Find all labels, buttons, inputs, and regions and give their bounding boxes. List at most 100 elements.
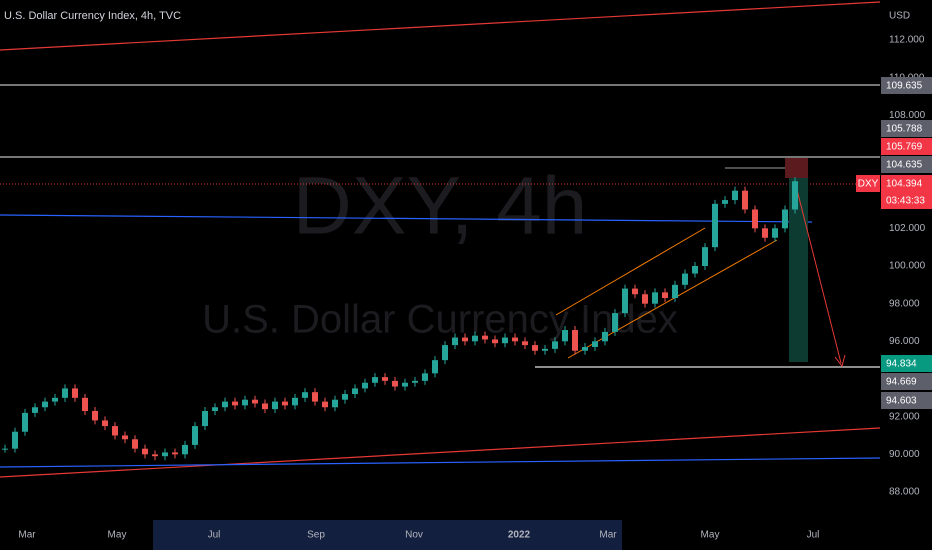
time-tick-label: Jul [807,530,820,541]
candle-body [732,190,738,201]
candle-body [32,407,38,413]
candle-body [272,401,278,410]
price-tag [881,355,932,372]
price-tick-label: 100.000 [889,261,926,272]
price-tag [881,138,932,155]
candle-body [742,190,748,210]
candle-body [612,313,618,332]
price-tag-label: 94.603 [886,396,917,407]
price-tag [881,192,932,209]
candle-body [92,411,98,421]
price-tick-label: 102.000 [889,223,926,234]
trend-line [0,457,881,468]
symbol-tag [856,175,880,192]
candle-body [232,401,238,406]
candle-body [382,377,388,381]
price-tick-label: 92.000 [889,411,920,422]
price-tag [881,77,932,94]
candle-body [482,335,488,340]
candle-body [572,330,578,351]
candle-body [712,203,718,248]
candle-body [702,247,708,266]
price-tick-label: 88.000 [889,487,920,498]
candle-body [442,345,448,361]
candle-body [782,209,788,229]
price-tag [881,156,932,173]
target-zone [789,178,808,362]
candle-body [722,200,728,204]
candle-body [532,345,538,351]
candle-body [342,394,348,400]
candle-body [412,380,418,383]
candle-body [512,337,518,342]
candle-body [22,412,28,432]
price-tick-label: 108.000 [889,110,926,121]
candle-body [62,388,68,398]
price-tag [881,373,932,390]
candle-body [72,388,78,398]
watermark-name: U.S. Dollar Currency Index [202,298,678,342]
price-tick-label: 90.000 [889,449,920,460]
candle-body [302,392,308,398]
time-tick-label: Mar [599,530,617,541]
candle-body [2,448,8,450]
candle-body [252,399,258,404]
candle-body [472,335,478,342]
price-tag-label: 104.635 [886,160,923,171]
candle-body [122,435,128,440]
channel-line [555,227,706,316]
candle-body [452,337,458,346]
candle-body [682,273,688,285]
candle-body [82,397,88,412]
trend-line [0,214,813,223]
candle-body [502,337,508,344]
candle-body [362,382,368,389]
axis-labels: 112.000110.000108.000102.000100.00098.00… [18,35,932,541]
price-tick-label: 96.000 [889,336,920,347]
candle-body [42,401,48,408]
candle-body [332,399,338,408]
symbol-tag-label: DXY [858,179,879,190]
time-tick-label: May [108,530,127,541]
candle-body [462,337,468,342]
price-tag-label: 03:43:33 [886,196,925,207]
candle-body [212,407,218,412]
candle-body [162,452,168,457]
time-tick-label: Nov [405,530,423,541]
candle-body [692,265,698,274]
price-tag-label: 109.635 [886,81,923,92]
price-tag-label: 94.834 [886,359,917,370]
currency: USD [889,11,910,22]
candle-body [662,292,668,299]
price-tag-label: 104.394 [886,179,923,190]
candle-body [292,397,298,406]
candle-body [752,209,758,229]
trend-line [0,1,881,51]
candle-body [622,288,628,314]
candle-body [262,403,268,410]
candle-body [522,341,528,346]
candle-body [192,426,198,445]
candle-body [242,399,248,406]
candles [2,177,798,461]
candle-body [322,401,328,408]
candle-body [152,454,158,457]
candle-body [762,228,768,238]
time-tick-label: 2022 [508,530,531,541]
candle-body [432,360,438,374]
price-tag [881,120,932,137]
price-tag [881,392,932,409]
time-tick-label: Sep [307,530,325,541]
price-tag [881,175,932,192]
price-tag-label: 105.788 [886,124,923,135]
candle-body [12,431,18,449]
candle-body [652,292,658,304]
price-tag-label: 105.769 [886,142,923,153]
price-tick-label: 98.000 [889,298,920,309]
candle-body [592,341,598,347]
candle-body [642,294,648,304]
candle-body [132,439,138,449]
candle-body [352,388,358,395]
